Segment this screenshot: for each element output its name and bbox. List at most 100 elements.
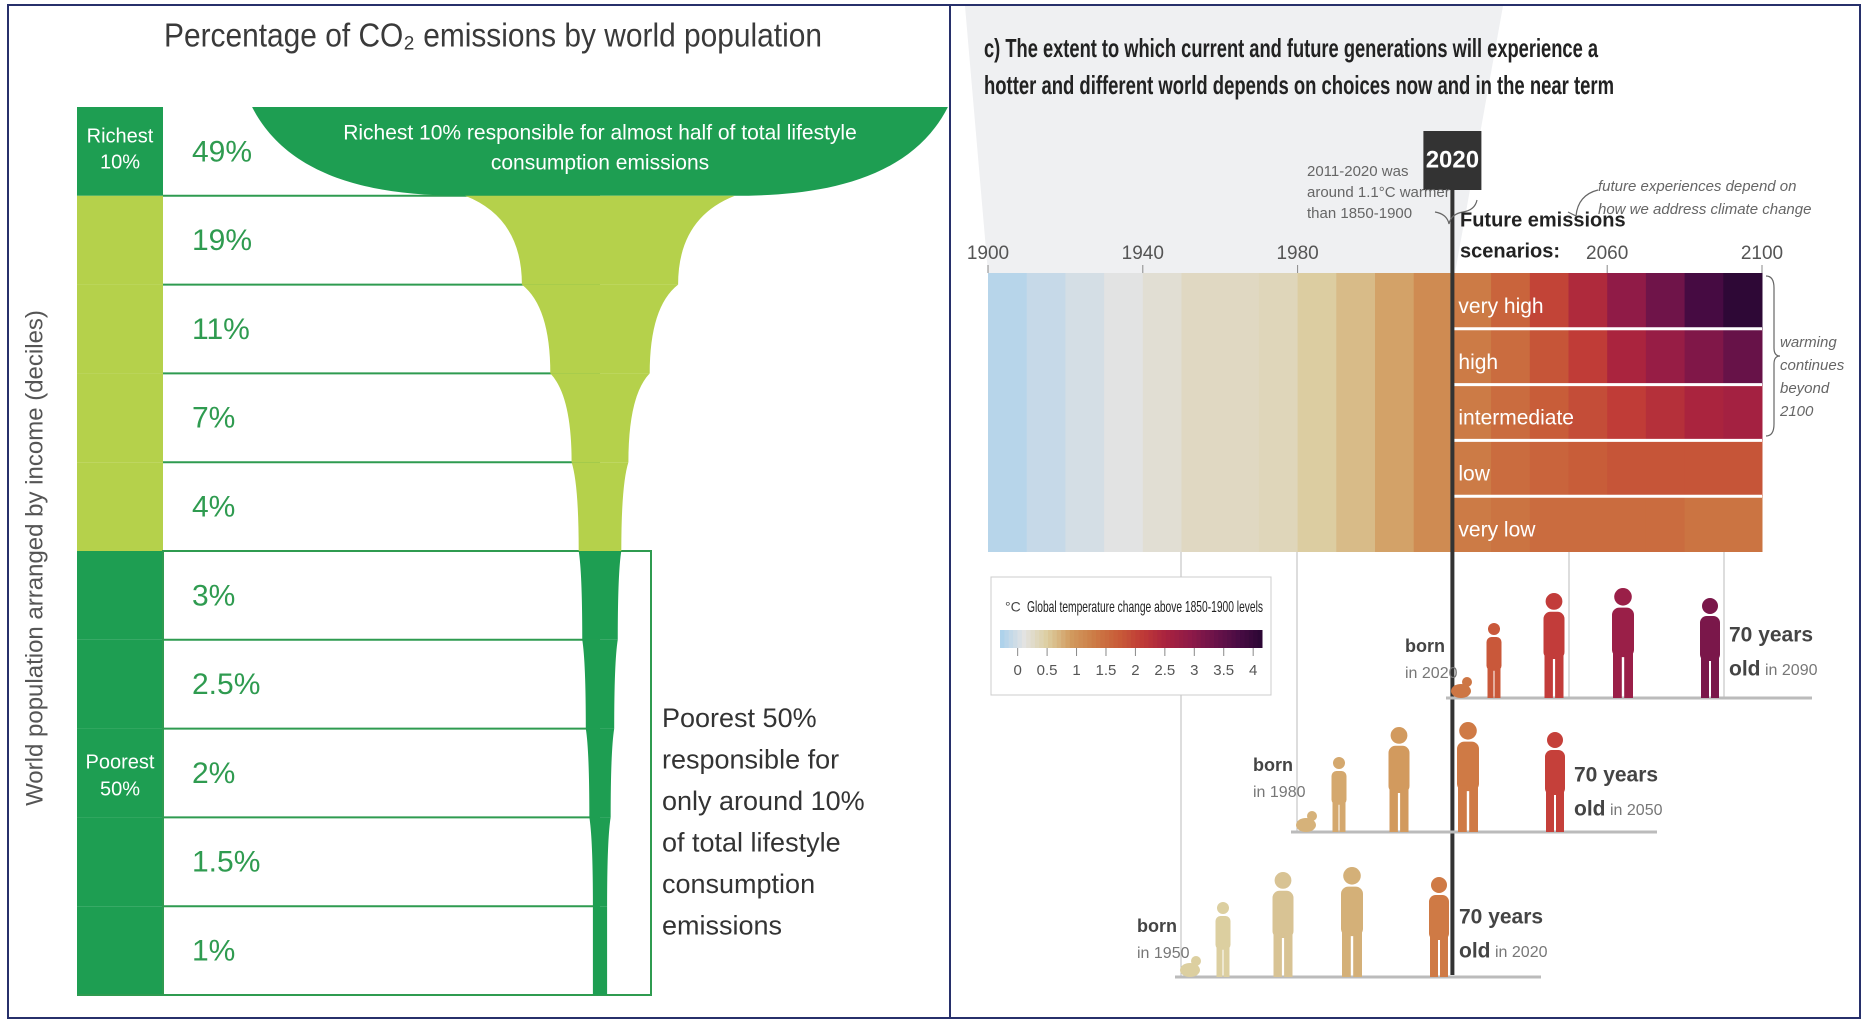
stripe (1065, 273, 1104, 552)
stripe (988, 273, 1027, 552)
stripe (1104, 273, 1143, 552)
person-body (1457, 742, 1479, 792)
stripe (1182, 273, 1221, 552)
legend-swatch (1188, 630, 1193, 648)
person-head (1391, 727, 1408, 744)
legend-tick-label: 3 (1190, 662, 1198, 679)
person-leg (1458, 786, 1467, 832)
stripe (1027, 273, 1066, 552)
annotation: Richest 10% responsible for almost half … (343, 122, 857, 145)
legend-swatch (1227, 630, 1232, 648)
legend-swatch (1118, 630, 1123, 648)
group-label: Poorest (86, 751, 155, 773)
person-leg (1545, 654, 1553, 698)
stripe (1336, 273, 1375, 552)
person-body (1273, 891, 1294, 938)
person-head (1217, 902, 1229, 914)
x-tick-label: 1940 (1122, 243, 1164, 264)
person-body (1216, 916, 1231, 950)
old-label: old (1459, 940, 1491, 963)
person-body (1389, 746, 1410, 793)
stripe (1530, 329, 1569, 385)
legend-swatch (1231, 630, 1236, 648)
person-leg (1488, 667, 1494, 699)
decile-cell (77, 906, 163, 995)
stripe (1607, 385, 1646, 441)
annotation: warming (1780, 334, 1837, 351)
legend-swatch (1148, 630, 1153, 648)
annotation: scenarios: (1460, 240, 1560, 262)
annotation: beyond (1780, 380, 1830, 397)
person-head (1431, 877, 1447, 893)
legend-swatch (1157, 630, 1162, 648)
legend-swatch (1092, 630, 1097, 648)
stripe (1685, 273, 1724, 329)
person-leg (1624, 652, 1633, 698)
now-label: 2020 (1426, 146, 1479, 173)
decile-cell (77, 196, 163, 285)
value-label: 3% (192, 579, 235, 612)
legend-swatch (1166, 630, 1171, 648)
age-label: 70 years (1459, 906, 1543, 929)
chart-title: hotter and different world depends on ch… (984, 70, 1614, 100)
person-leg (1555, 654, 1563, 698)
x-tick-label: 2060 (1586, 243, 1628, 264)
legend-swatch (1022, 630, 1027, 648)
stripe (1259, 273, 1298, 552)
old-label: old (1729, 658, 1761, 681)
value-label: 49% (192, 135, 252, 168)
legend-tick-label: 0 (1013, 662, 1021, 679)
stripe (1569, 440, 1608, 496)
value-label: 1.5% (192, 846, 260, 879)
legend-swatch (1127, 630, 1132, 648)
annotation: consumption (662, 869, 815, 899)
annotation: continues (1780, 357, 1845, 374)
person-leg (1556, 790, 1564, 832)
funnel-segment (582, 640, 618, 729)
decile-cell (77, 373, 163, 462)
annotation: Poorest 50% (662, 703, 817, 733)
scenario-label: intermediate (1458, 407, 1574, 430)
value-label: 19% (192, 224, 252, 257)
person-head (1488, 623, 1500, 635)
legend-tick-label: 4 (1249, 662, 1257, 679)
legend-swatch (1153, 630, 1158, 648)
legend-swatch (1223, 630, 1228, 648)
person-leg (1711, 656, 1719, 698)
legend-swatch (1100, 630, 1105, 648)
stripe (1646, 385, 1685, 441)
legend-swatch (1162, 630, 1167, 648)
person-leg (1340, 801, 1346, 833)
old-year: in 2090 (1765, 662, 1818, 679)
stripe (1414, 273, 1453, 552)
legend-swatch (1087, 630, 1092, 648)
x-tick-label: 1980 (1276, 243, 1318, 264)
group-label: 10% (100, 151, 140, 173)
person-leg (1613, 652, 1622, 698)
legend-swatch (1175, 630, 1180, 648)
stripe (1723, 496, 1762, 552)
legend-swatch (1105, 630, 1110, 648)
stripe (1298, 273, 1337, 552)
legend-tick-label: 3.5 (1213, 662, 1234, 679)
born-label: born (1137, 916, 1177, 936)
legend-swatch (1066, 630, 1071, 648)
person-leg (1217, 946, 1223, 978)
decile-cell (77, 817, 163, 906)
stripe (1723, 273, 1762, 329)
legend-swatch (1031, 630, 1036, 648)
legend-swatch (1000, 630, 1005, 648)
legend-swatch (1017, 630, 1022, 648)
legend-swatch (1013, 630, 1018, 648)
legend-swatch (1109, 630, 1114, 648)
born-year: in 1980 (1253, 784, 1306, 801)
annotation: of total lifestyle (662, 828, 841, 858)
person-leg (1546, 790, 1554, 832)
person-leg (1440, 935, 1448, 977)
legend-swatch (1170, 630, 1175, 648)
scenario-label: high (1458, 351, 1498, 374)
stripe (1569, 385, 1608, 441)
funnel-segment (593, 906, 607, 995)
annotation: future experiences depend on (1598, 178, 1796, 195)
person-leg (1430, 935, 1438, 977)
